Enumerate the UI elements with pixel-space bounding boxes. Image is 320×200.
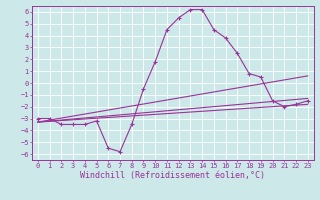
X-axis label: Windchill (Refroidissement éolien,°C): Windchill (Refroidissement éolien,°C) (80, 171, 265, 180)
